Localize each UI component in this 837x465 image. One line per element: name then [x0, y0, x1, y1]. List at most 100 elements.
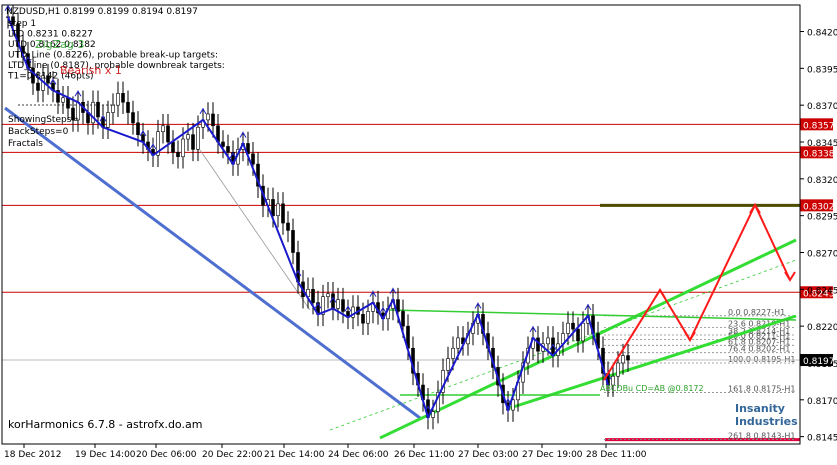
price-candle	[571, 322, 575, 330]
plot-frame	[1, 4, 801, 445]
y-tick-label: 0.8345	[807, 139, 837, 149]
fractal-arrow	[389, 287, 397, 294]
price-level-label: 0.8243	[803, 289, 835, 299]
info-line: UTD 0.8162 0.8182	[8, 40, 96, 50]
fractal-arrow	[314, 302, 322, 309]
x-tick-label: 20 Dec 06:00	[136, 450, 197, 460]
fib-level-label: 38.2 0.8214-H1	[728, 327, 790, 336]
projection-arrowhead	[684, 331, 696, 342]
price-candle	[321, 296, 325, 315]
x-tick-label: 21 Dec 14:00	[264, 450, 325, 460]
price-candle	[281, 203, 285, 224]
y-tick-label: 0.8295	[807, 213, 837, 223]
price-candle	[311, 289, 315, 303]
price-candle	[446, 358, 450, 371]
price-level-tag	[800, 199, 833, 212]
logo-text: Insanity	[735, 402, 785, 415]
fractal-arrow	[504, 398, 512, 405]
down-channel-line	[4, 106, 421, 420]
status-line: Fractals	[8, 139, 43, 149]
fib-level-label: 76.4 0.8202-H1	[728, 345, 790, 354]
x-tick-label: 20 Dec 22:00	[202, 450, 263, 460]
y-tick-label: 0.8170	[807, 397, 837, 407]
price-candle	[161, 125, 165, 132]
price-candle	[451, 347, 455, 359]
price-candle	[91, 101, 95, 124]
price-candle	[131, 112, 135, 124]
x-tick-label: 24 Dec 06:00	[328, 450, 389, 460]
price-candle	[176, 152, 180, 158]
price-candle	[511, 399, 515, 411]
y-tick-label: 0.8370	[807, 102, 837, 112]
price-candle	[61, 97, 65, 103]
price-candle	[326, 293, 330, 297]
price-level-tag	[800, 118, 833, 131]
fractal-arrow	[379, 306, 387, 314]
price-candle	[121, 93, 125, 103]
fractal-arrow	[139, 130, 147, 137]
price-candle	[271, 199, 275, 216]
price-candle	[36, 82, 40, 91]
price-candle	[196, 126, 200, 150]
fractal-arrow	[199, 107, 207, 115]
price-candle	[136, 122, 140, 135]
price-candle	[341, 299, 345, 312]
price-candle	[396, 299, 400, 312]
logo-text: Industries	[735, 415, 798, 428]
price-candle	[11, 16, 15, 25]
price-candle	[111, 104, 115, 113]
info-line: T1=0.8142 (46pts)	[7, 72, 94, 82]
price-candle	[156, 131, 160, 156]
up-channel-upper-line	[379, 238, 797, 440]
status-line: ShowingSteps=	[8, 115, 79, 125]
fractal-arrow	[4, 4, 12, 12]
price-candle	[171, 141, 175, 153]
price-candle	[361, 314, 365, 324]
y-tick-label: 0.8145	[807, 434, 837, 444]
price-candle	[106, 112, 110, 128]
up-channel-lower-line	[509, 314, 797, 410]
fractal-arrow	[529, 325, 537, 333]
fractal-arrow	[329, 296, 337, 303]
price-candle	[31, 68, 35, 84]
price-level-tag	[800, 286, 833, 299]
price-candle	[286, 222, 290, 231]
price-candle	[576, 328, 580, 342]
info-line: UTD_Line (0.8226), probable break-up tar…	[8, 51, 218, 61]
price-candle	[46, 75, 50, 84]
x-tick-label: 18 Dec 2012	[4, 450, 62, 460]
y-tick-label: 0.8245	[807, 286, 837, 296]
projection-arrowhead	[654, 288, 666, 299]
price-candle	[96, 101, 100, 118]
price-candle	[116, 93, 120, 106]
thin-trend-line	[199, 149, 311, 311]
fractal-arrow	[344, 305, 352, 312]
price-candle	[251, 153, 255, 165]
fib-level-label: 261.8 0.8143-H1	[728, 432, 795, 441]
price-candle	[611, 375, 615, 386]
fractal-arrow	[149, 143, 157, 150]
fib-level-label: 61.8 0.8207-H1	[728, 337, 790, 346]
x-tick-label: 28 Dec 11:00	[586, 450, 647, 460]
status-line: BackSteps=0	[8, 127, 69, 137]
price-candle	[626, 355, 630, 361]
price-candle	[66, 97, 70, 109]
x-tick-label: 27 Dec 19:00	[522, 450, 583, 460]
info-line: LTD 0.8231 0.8227	[8, 30, 93, 40]
symbol-header: NZDUSD,H1 0.8199 0.8199 0.8194 0.8197	[6, 7, 198, 17]
y-tick-label: 0.8395	[807, 65, 837, 75]
fractal-arrow	[229, 152, 237, 159]
price-candle	[206, 113, 210, 121]
x-tick-label: 27 Dec 03:00	[458, 450, 519, 460]
fib-level-label: 23.6 0.8219-H1	[728, 320, 790, 329]
fractal-arrow	[474, 302, 482, 309]
price-candle	[581, 322, 585, 342]
fib-level-label: 50.0 0.8211-H1	[728, 331, 790, 340]
price-candle	[621, 355, 625, 364]
price-candle	[566, 322, 570, 334]
price-candle	[401, 311, 405, 327]
x-tick-label: 26 Dec 11:00	[394, 450, 455, 460]
fractal-arrow	[424, 405, 432, 412]
price-candle	[276, 203, 280, 216]
